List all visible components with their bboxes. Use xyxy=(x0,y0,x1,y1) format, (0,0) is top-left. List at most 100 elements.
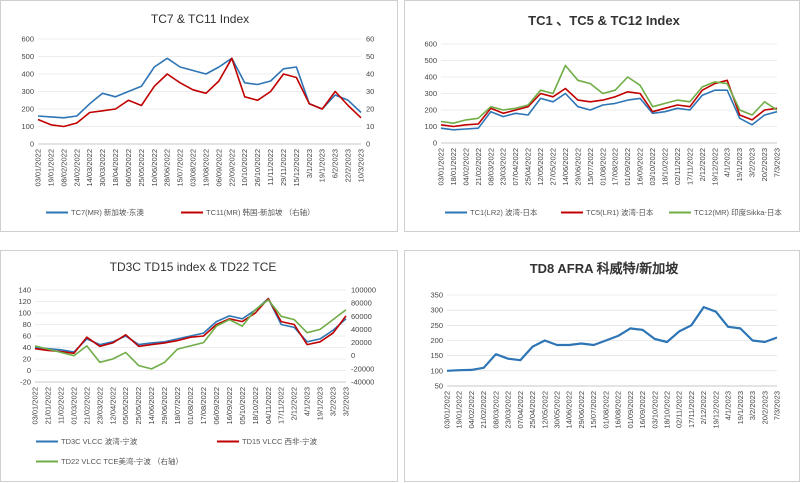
y-tick-label: 350 xyxy=(430,291,443,300)
x-tick-label: 3/2/2023 xyxy=(748,148,757,177)
x-tick-label: 21/01/2022 xyxy=(43,387,52,425)
x-tick-label: 05/10/2022 xyxy=(238,387,247,425)
x-tick-label: 3/2/2023 xyxy=(342,387,351,416)
series-line xyxy=(446,305,778,372)
y2-tick-label: 20 xyxy=(366,105,374,114)
x-tick-label: 02/11/2022 xyxy=(673,148,682,185)
y2-tick-label: 60000 xyxy=(351,312,372,321)
series-line xyxy=(37,57,362,128)
x-tick-label: 3/1/2023 xyxy=(305,149,314,178)
x-tick-label: 17/08/2022 xyxy=(199,387,208,425)
x-tick-label: 27/05/2022 xyxy=(549,148,558,186)
y-tick-label: 400 xyxy=(424,73,437,82)
x-tick-label: 2/12/2022 xyxy=(699,391,708,424)
series-line xyxy=(34,297,347,353)
x-tick-label: 10/06/2022 xyxy=(150,149,159,187)
chart-panel-td3c-td15-td22: TD3C TD15 index & TD22 TCE -20 0 20 40 60 80 10… xyxy=(0,250,398,482)
x-tick-label: 19/1/2023 xyxy=(735,148,744,181)
x-tick-label: 3/2/2023 xyxy=(748,391,757,420)
x-tick-label: 18/01/2022 xyxy=(449,148,458,186)
x-tick-label: 01/08/2022 xyxy=(601,391,610,429)
y2-tick-label: 100000 xyxy=(351,286,376,295)
x-tick-label: 29/06/2022 xyxy=(573,148,582,186)
y2-tick-label: 20000 xyxy=(351,338,372,347)
y-tick-label: 200 xyxy=(21,105,34,114)
y2-tick-label: 0 xyxy=(351,351,355,360)
x-tick-label: 26/10/2022 xyxy=(253,149,262,187)
x-tick-label: 06/05/2022 xyxy=(124,149,133,187)
y-tick-label: 200 xyxy=(424,106,437,115)
legend-label: TC5(LR1) 波湾-日本 xyxy=(586,207,654,217)
chart-title: TC7 & TC11 Index xyxy=(151,12,249,26)
x-tick-label: 01/03/2022 xyxy=(69,387,78,425)
x-tick-label: 24/02/2022 xyxy=(72,149,81,187)
y-tick-label: 50 xyxy=(435,382,443,391)
y-tick-label: -20 xyxy=(20,378,31,387)
x-tick-label: 03/01/2022 xyxy=(443,391,452,429)
x-tick-label: 29/11/2022 xyxy=(279,149,288,186)
x-tick-label: 23/03/2022 xyxy=(504,391,513,429)
x-tick-label: 29/06/2022 xyxy=(577,391,586,429)
chart-title: TD3C TD15 index & TD22 TCE xyxy=(110,260,277,274)
y-tick-label: 600 xyxy=(21,35,34,44)
x-tick-label: 04/02/2022 xyxy=(467,391,476,429)
x-tick-label: 15/07/2022 xyxy=(586,148,595,186)
x-tick-label: 21/02/2022 xyxy=(479,391,488,429)
y2-tick-label: 30 xyxy=(366,87,374,96)
x-tick-label: 20/2/2023 xyxy=(760,148,769,181)
x-tick-label: 19/01/2022 xyxy=(455,391,464,429)
x-tick-label: 17/11/2022 xyxy=(685,148,694,185)
y-tick-label: 100 xyxy=(424,122,437,131)
x-tick-label: 7/3/2023 xyxy=(773,148,782,177)
legend-label: TC7(MR) 新加坡-东澳 xyxy=(71,207,144,217)
x-tick-label: 14/06/2022 xyxy=(561,148,570,186)
x-tick-label: 18/10/2022 xyxy=(251,387,260,425)
y-tick-label: 400 xyxy=(21,70,34,79)
chart-svg-td8: TD8 AFRA 科威特/新加坡 50 100 150 200 250 300 350 03/0… xyxy=(430,261,782,429)
x-tick-label: 08/03/2022 xyxy=(486,148,495,186)
legend-label: TD22 VLCC TCE美湾-宁波 （右轴） xyxy=(61,456,183,466)
x-tick-label: 25/04/2022 xyxy=(528,391,537,429)
y-tick-label: 0 xyxy=(27,366,31,375)
y-tick-label: 300 xyxy=(430,306,443,315)
x-tick-label: 21/02/2022 xyxy=(82,387,91,425)
x-tick-label: 16/09/2022 xyxy=(638,391,647,429)
y2-tick-label: -20000 xyxy=(351,364,374,373)
y2-tick-label: 40 xyxy=(366,70,374,79)
x-tick-label: 21/02/2022 xyxy=(474,148,483,186)
y-tick-label: 250 xyxy=(430,321,443,330)
y-tick-label: 120 xyxy=(18,297,31,306)
x-tick-label: 2/12/2022 xyxy=(698,148,707,181)
x-tick-label: 14/06/2022 xyxy=(565,391,574,429)
x-tick-label: 04/11/2022 xyxy=(264,387,273,424)
y-tick-label: 100 xyxy=(18,309,31,318)
chart-panel-tc1-tc5-tc12: TC1 、TC5 & TC12 Index 0 100 200 300 400 500 600… xyxy=(404,0,800,232)
x-tick-label: 14/06/2022 xyxy=(147,387,156,425)
x-tick-label: 19/1/2023 xyxy=(316,387,325,420)
legend-label: TD3C VLCC 波湾-宁波 xyxy=(61,436,138,446)
series-line xyxy=(440,64,778,124)
x-tick-label: 04/02/2022 xyxy=(461,148,470,186)
y-tick-label: 80 xyxy=(23,320,31,329)
x-tick-label: 12/05/2022 xyxy=(540,391,549,429)
x-tick-label: 19/1/2023 xyxy=(736,391,745,424)
y-tick-label: 500 xyxy=(21,52,34,61)
x-tick-label: 15/07/2022 xyxy=(176,149,185,187)
x-tick-label: 02/11/2022 xyxy=(675,391,684,428)
y-tick-label: 200 xyxy=(430,336,443,345)
x-tick-label: 6/2/2023 xyxy=(331,149,340,178)
x-tick-label: 01/09/2022 xyxy=(623,148,632,186)
x-tick-label: 23/03/2022 xyxy=(499,148,508,186)
chart-panel-tc7-tc11: TC7 & TC11 Index 0 100 200 300 400 500 600 0 10 20… xyxy=(0,0,398,232)
x-tick-label: 17/08/2022 xyxy=(611,148,620,186)
x-tick-label: 12/05/2022 xyxy=(536,148,545,186)
x-tick-label: 08/02/2022 xyxy=(59,149,68,187)
x-tick-label: 7/3/2023 xyxy=(773,391,782,420)
x-tick-label: 16/08/2022 xyxy=(614,391,623,429)
series-line xyxy=(34,297,347,355)
y-tick-label: 20 xyxy=(23,355,31,364)
y-tick-label: 60 xyxy=(23,332,31,341)
x-tick-label: 20/2/2023 xyxy=(760,391,769,424)
x-tick-label: 3/2/2023 xyxy=(329,387,338,416)
legend-label: TC1(LR2) 波湾-日本 xyxy=(470,207,538,217)
